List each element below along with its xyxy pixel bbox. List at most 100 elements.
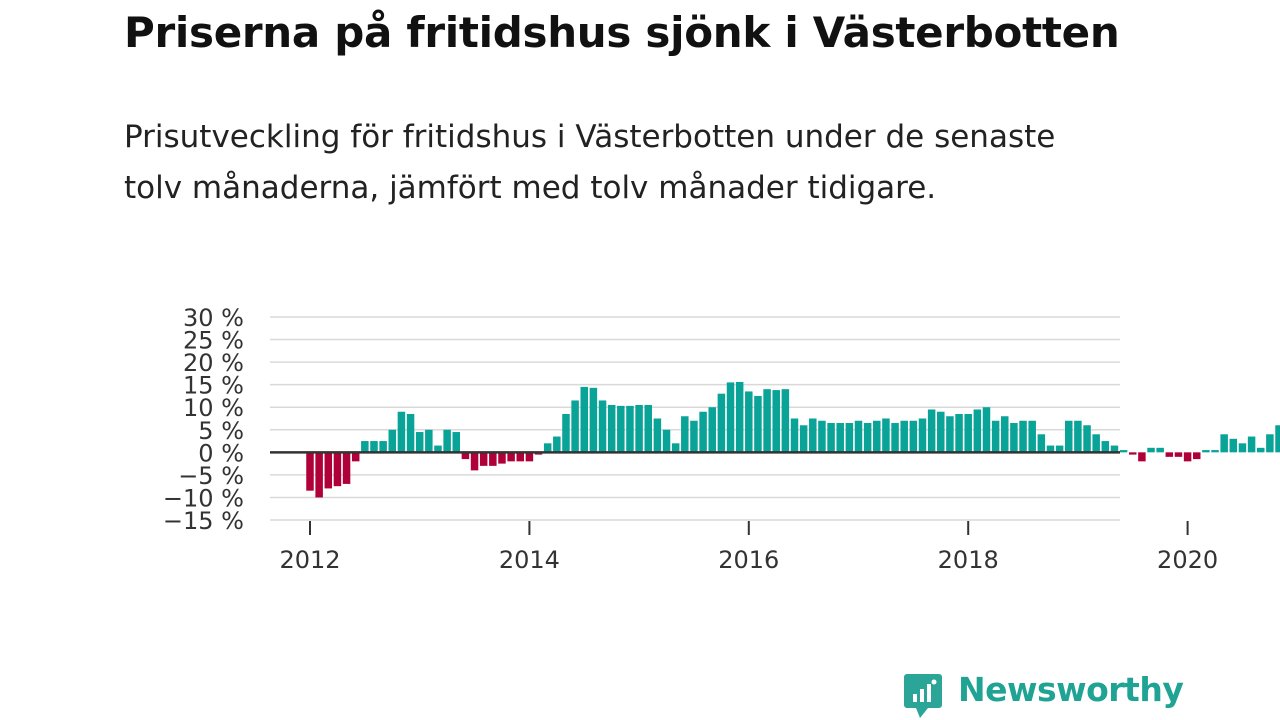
bar [361, 441, 369, 453]
bar [1256, 447, 1265, 453]
y-tick-label: −5 % [178, 462, 244, 490]
bar [425, 429, 433, 453]
bar [644, 404, 652, 453]
bar [1019, 420, 1027, 453]
bar [662, 429, 671, 453]
bar [1046, 445, 1055, 453]
bar [443, 429, 451, 453]
bar [763, 389, 771, 453]
bar [342, 452, 351, 484]
bar [434, 445, 442, 453]
bar [635, 404, 643, 453]
bar [543, 443, 552, 453]
bar [1092, 434, 1100, 453]
bar [708, 407, 716, 453]
bar [1028, 420, 1036, 453]
bar [1055, 445, 1064, 453]
x-tick-label: 2016 [718, 546, 779, 574]
bar [1110, 445, 1119, 453]
y-tick-label: −15 % [163, 507, 244, 535]
y-axis-labels: 30 %25 %20 %15 %10 %5 %0 %−5 %−10 %−15 % [163, 304, 244, 535]
bar [1202, 450, 1210, 453]
bar [1138, 452, 1146, 462]
y-tick-label: 30 % [183, 304, 244, 332]
bar [964, 413, 972, 453]
y-tick-label: 25 % [183, 327, 244, 355]
bar [315, 452, 323, 498]
chart-subtitle: Prisutveckling för fritidshus i Västerbo… [124, 119, 1056, 206]
x-axis-ticks: 20122014201620182020202220242026 [279, 521, 1218, 574]
bar [827, 423, 835, 453]
bar [607, 404, 616, 453]
bar [333, 452, 342, 487]
bar [735, 381, 744, 453]
bar [772, 390, 780, 453]
y-tick-label: 0 % [198, 439, 244, 467]
brand-name: Newsworthy [958, 670, 1184, 709]
bar [1165, 452, 1174, 457]
bar [927, 409, 936, 453]
bar [1129, 452, 1137, 455]
bar [882, 418, 890, 453]
bar [1010, 423, 1018, 453]
bar [818, 420, 826, 453]
bar [754, 395, 762, 453]
y-tick-label: 20 % [183, 349, 244, 377]
bar [571, 400, 579, 453]
bar [370, 441, 378, 453]
bar [900, 420, 908, 453]
bar [626, 405, 634, 453]
bar [1247, 436, 1256, 453]
newsworthy-logo: Newsworthy [902, 670, 1184, 718]
bar [562, 413, 570, 453]
bar [1083, 425, 1091, 453]
bar [845, 423, 854, 453]
x-tick-label: 2018 [938, 546, 999, 574]
bar [991, 420, 1000, 453]
bar [306, 452, 314, 491]
bar [397, 411, 406, 453]
bar [388, 429, 397, 453]
bar [653, 418, 662, 453]
bar [406, 413, 415, 453]
bar [1001, 416, 1009, 453]
bar [982, 407, 991, 453]
bar [973, 409, 982, 453]
bar [553, 436, 561, 453]
bar [461, 452, 470, 460]
bar [1229, 438, 1238, 453]
bar [873, 420, 881, 453]
y-tick-label: 5 % [198, 417, 244, 445]
bar [1074, 420, 1082, 453]
bar [699, 411, 707, 453]
bar [1183, 452, 1192, 462]
bar [324, 452, 333, 489]
bar [1220, 434, 1228, 453]
bar [470, 452, 479, 471]
bar-chart: 30 %25 %20 %15 %10 %5 %0 %−5 %−10 %−15 %… [163, 304, 1280, 574]
bar [415, 432, 424, 453]
y-tick-label: −10 % [163, 484, 244, 512]
bar [617, 405, 625, 453]
y-tick-label: 10 % [183, 394, 244, 422]
bar [1211, 450, 1219, 453]
x-tick-label: 2012 [279, 546, 340, 574]
x-tick-label: 2020 [1157, 546, 1218, 574]
bar [498, 452, 506, 464]
bars [306, 381, 1280, 498]
bar [1101, 441, 1110, 453]
bar [671, 443, 680, 453]
bar [891, 423, 899, 453]
bar [1192, 452, 1201, 460]
bar [809, 418, 817, 453]
bar [1238, 443, 1247, 453]
bar [681, 416, 689, 453]
bar [507, 452, 515, 462]
bar [598, 400, 607, 453]
bar [525, 452, 534, 462]
bar [489, 452, 497, 466]
bar [909, 420, 918, 453]
bar [745, 391, 753, 453]
bar [726, 382, 735, 453]
bar [351, 452, 360, 462]
